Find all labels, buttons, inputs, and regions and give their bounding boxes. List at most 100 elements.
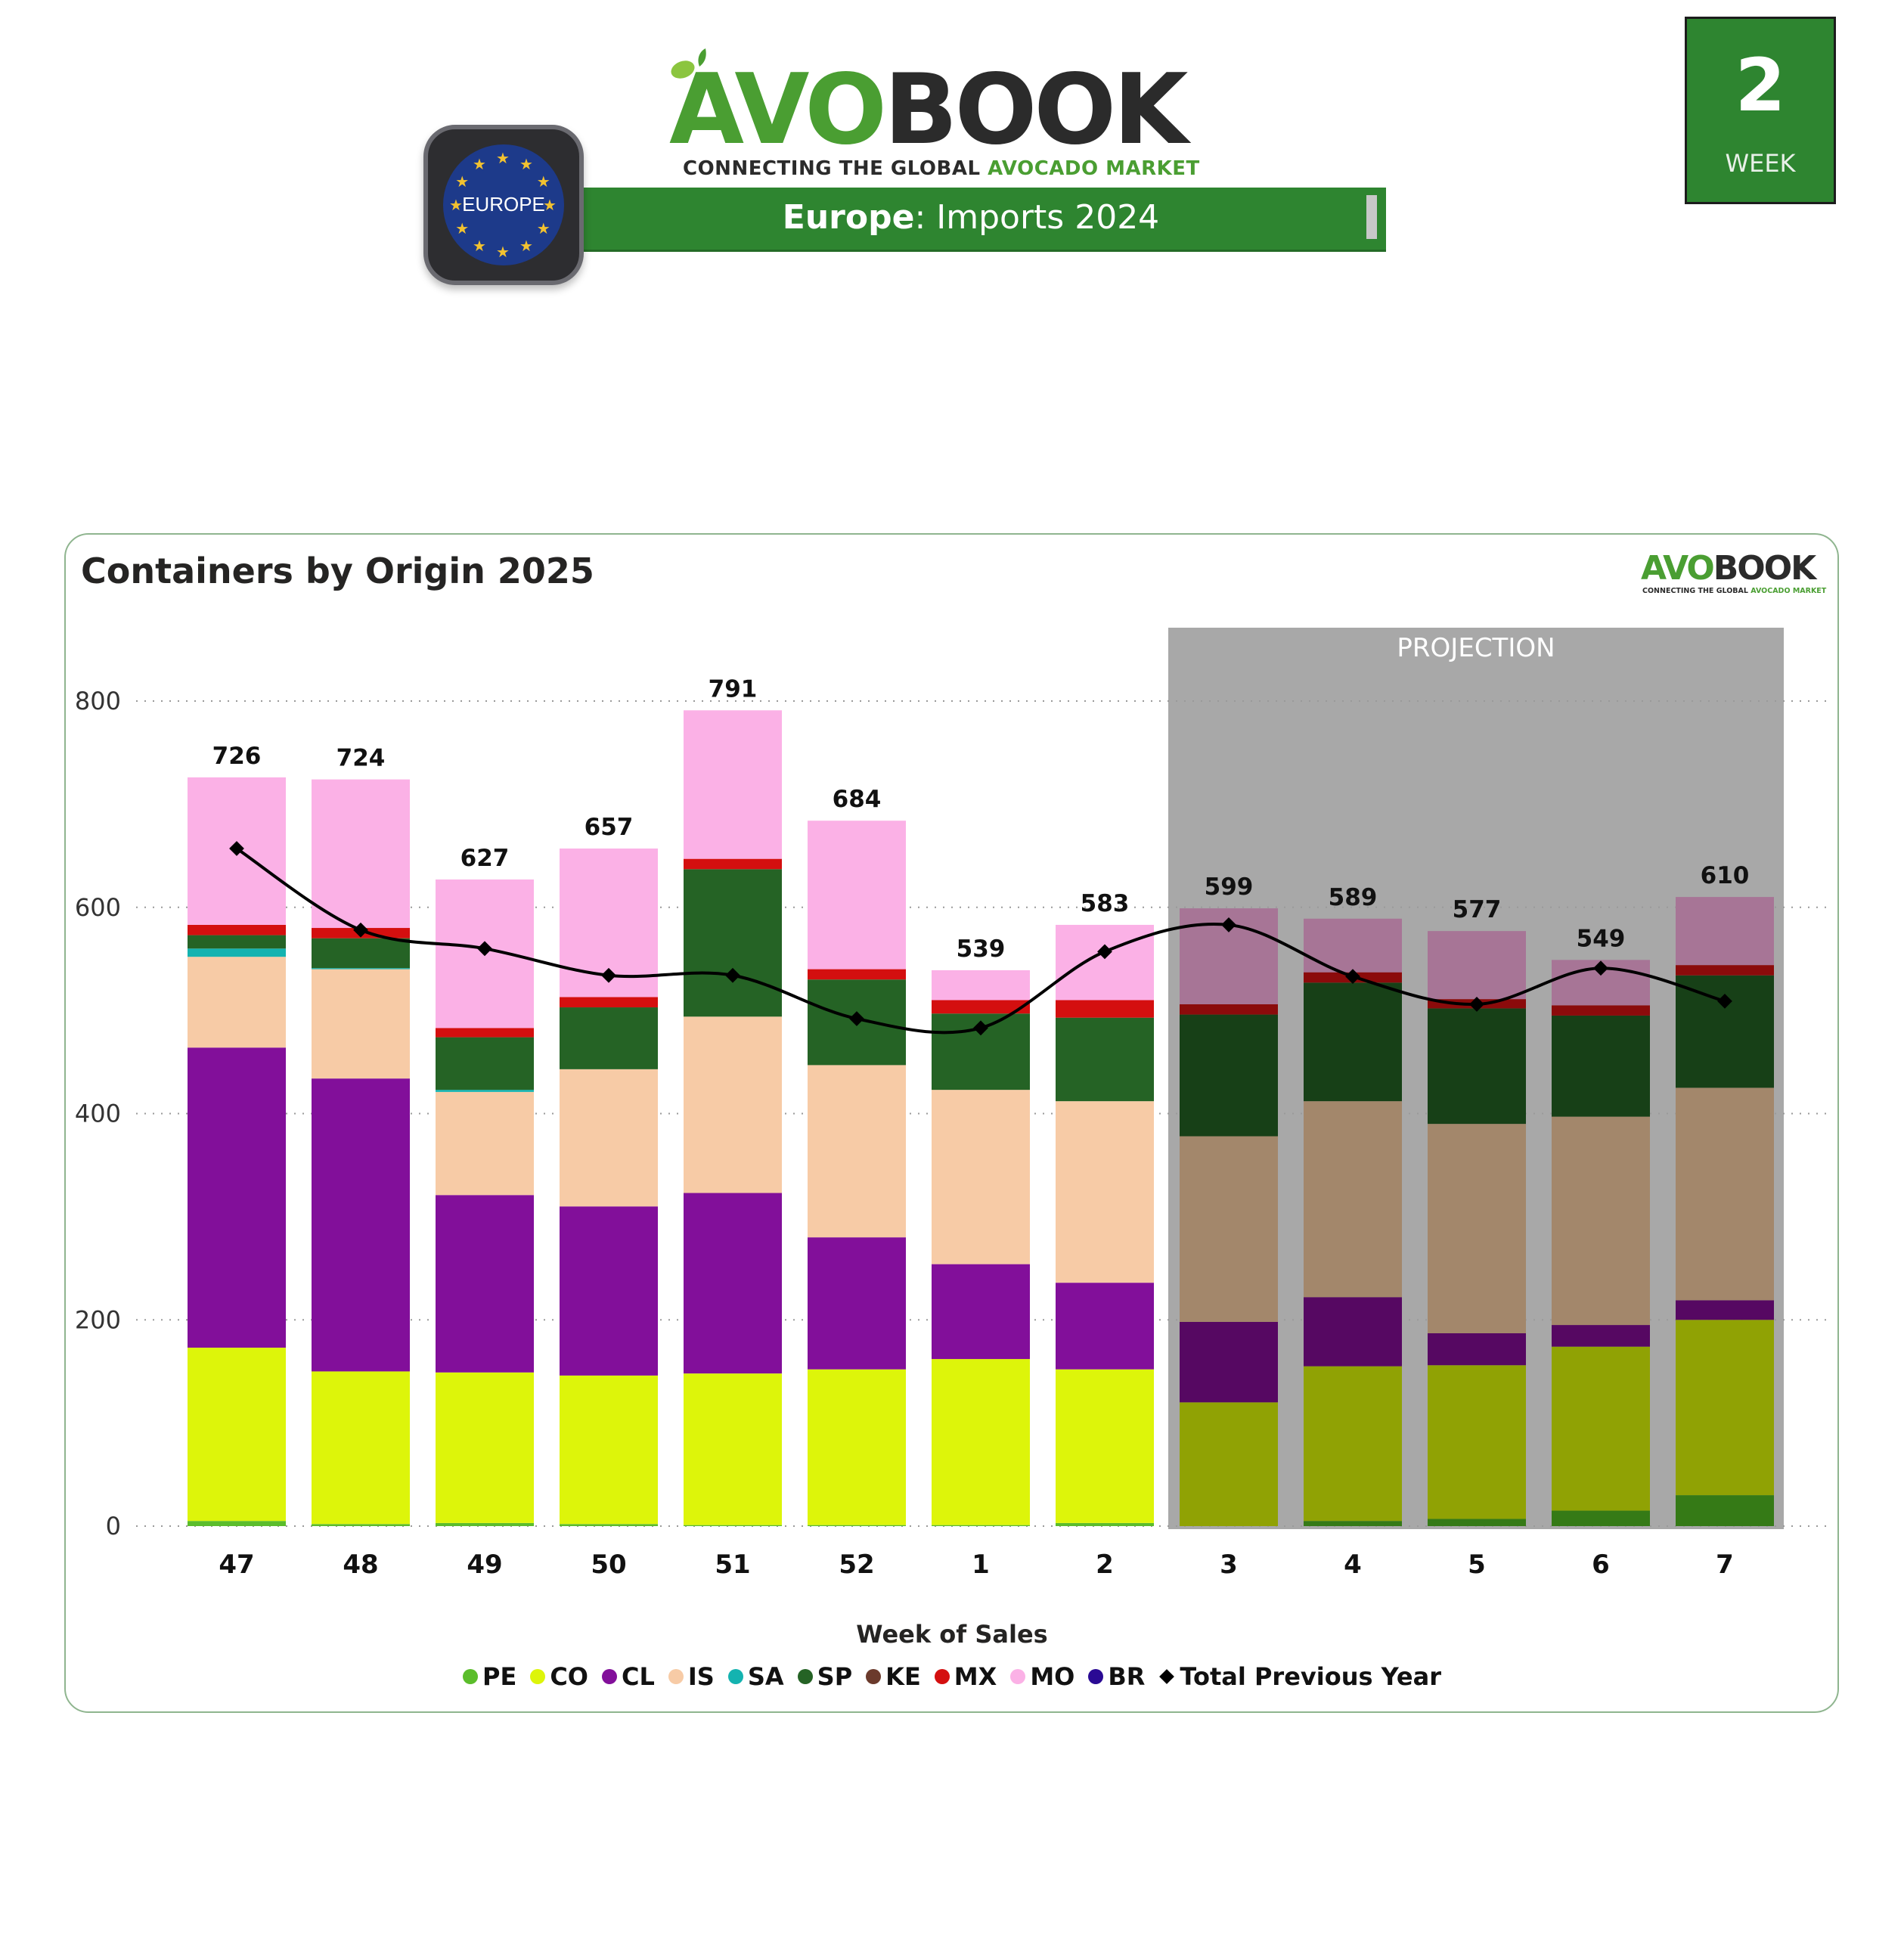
diamond-icon: [1159, 1669, 1175, 1684]
previous-year-marker: [477, 941, 492, 957]
bar-segment-co: [1428, 1365, 1526, 1519]
bar-segment-is: [188, 957, 286, 1048]
legend-item-total-previous-year[interactable]: Total Previous Year: [1158, 1662, 1441, 1691]
bar-segment-mx: [1552, 1005, 1650, 1016]
eu-star-icon: ★: [455, 219, 470, 237]
bar-segment-co: [808, 1369, 906, 1525]
bar-segment-mx: [188, 924, 286, 935]
legend-item-mx[interactable]: MX: [934, 1662, 997, 1691]
bar-segment-cl: [1180, 1321, 1278, 1403]
mini-tag-dark: CONNECTING THE GLOBAL: [1642, 587, 1751, 595]
legend-dot-icon: [602, 1669, 617, 1684]
legend-label: BR: [1108, 1662, 1146, 1691]
chart-title: Containers by Origin 2025: [81, 551, 594, 591]
bar-segment-is: [1676, 1087, 1774, 1301]
banner-title: Europe: Imports 2024: [556, 198, 1386, 237]
bar-segment-is: [1428, 1124, 1526, 1333]
bar-segment-sp: [1304, 982, 1402, 1102]
legend-item-br[interactable]: BR: [1088, 1662, 1145, 1691]
legend-item-cl[interactable]: CL: [602, 1662, 655, 1691]
legend-dot-icon: [727, 1669, 743, 1684]
bar-segment-pe: [1676, 1495, 1774, 1526]
bar-segment-mo: [1304, 918, 1402, 973]
bar-segment-is: [1552, 1116, 1650, 1326]
bar-segment-co: [932, 1359, 1030, 1525]
bar-segment-mx: [1056, 1000, 1154, 1018]
total-data-label: 724: [336, 745, 386, 772]
legend-item-mo[interactable]: MO: [1010, 1662, 1074, 1691]
total-data-label: 599: [1205, 873, 1254, 901]
badge-label: EUROPE: [462, 193, 545, 216]
bar-segment-co: [1304, 1366, 1402, 1522]
x-tick-label: 2: [1096, 1550, 1114, 1580]
bar-segment-co: [1552, 1346, 1650, 1511]
y-tick-label: 800: [75, 687, 121, 715]
bar-segment-pe: [1304, 1521, 1402, 1526]
total-data-label: 627: [460, 845, 510, 872]
x-axis-title: Week of Sales: [856, 1620, 1048, 1649]
bar-segment-mo: [1428, 931, 1526, 1000]
eu-star-icon: ★: [496, 243, 510, 261]
eu-star-icon: ★: [449, 196, 463, 214]
x-tick-label: 47: [219, 1550, 254, 1580]
legend-label: IS: [687, 1662, 715, 1691]
x-tick-label: 1: [972, 1550, 990, 1580]
x-tick-label: 4: [1344, 1550, 1362, 1580]
bar-segment-mx: [436, 1028, 534, 1038]
bar-segment-mo: [1056, 924, 1154, 1001]
bar-segment-cl: [560, 1206, 658, 1376]
previous-year-marker: [353, 922, 368, 938]
legend-item-co[interactable]: CO: [530, 1662, 588, 1691]
week-label: WEEK: [1725, 149, 1796, 178]
eu-star-icon: ★: [519, 155, 533, 174]
bar-segment-mo: [932, 970, 1030, 1001]
bar-segment-mx: [560, 997, 658, 1008]
bar-segment-sp: [560, 1007, 658, 1069]
logo-wordmark: AVOBOOK: [669, 62, 1188, 159]
europe-badge: EUROPE ★ ★ ★ ★ ★ ★ ★ ★ ★ ★ ★ ★: [423, 125, 584, 285]
bar-segment-sp: [1552, 1015, 1650, 1117]
avobook-logo: AVOBOOK CONNECTING THE GLOBAL AVOCADO MA…: [669, 47, 1221, 183]
projection-label: PROJECTION: [1397, 633, 1555, 663]
legend-item-is[interactable]: IS: [668, 1662, 715, 1691]
bar-segment-pe: [560, 1524, 658, 1526]
previous-year-marker: [1717, 993, 1732, 1009]
legend-label: Total Previous Year: [1180, 1662, 1441, 1691]
previous-year-marker: [1221, 917, 1236, 932]
bar-segment-sa: [436, 1090, 534, 1092]
legend-item-sp[interactable]: SP: [797, 1662, 852, 1691]
legend-item-pe[interactable]: PE: [463, 1662, 516, 1691]
logo-tagline: CONNECTING THE GLOBAL AVOCADO MARKET: [683, 157, 1200, 180]
bar-segment-sp: [1180, 1014, 1278, 1137]
bar-segment-cl: [1676, 1300, 1774, 1320]
legend-dot-icon: [797, 1669, 813, 1684]
y-tick-label: 200: [75, 1305, 121, 1334]
legend-dot-icon: [668, 1669, 684, 1684]
bar-segment-co: [1676, 1320, 1774, 1496]
tagline-dark: CONNECTING THE GLOBAL: [683, 157, 988, 180]
legend-label: CL: [622, 1662, 655, 1691]
x-tick-label: 48: [343, 1550, 378, 1580]
y-tick-label: 0: [106, 1512, 121, 1540]
mini-tag-green: AVOCADO MARKET: [1751, 587, 1827, 595]
bar-segment-sa: [188, 948, 286, 957]
bar-segment-mx: [684, 858, 782, 870]
eu-star-icon: ★: [473, 155, 486, 174]
total-data-label: 610: [1701, 862, 1750, 889]
legend-item-ke[interactable]: KE: [866, 1662, 921, 1691]
bar-segment-cl: [684, 1193, 782, 1374]
bar-segment-is: [932, 1090, 1030, 1264]
leaf-icon: [671, 48, 706, 79]
previous-year-marker: [601, 967, 616, 983]
x-tick-label: 6: [1592, 1550, 1610, 1580]
mini-logo-book: BOOK: [1713, 549, 1816, 588]
bar-segment-is: [312, 969, 410, 1079]
legend-item-sa[interactable]: SA: [727, 1662, 784, 1691]
x-tick-label: 7: [1716, 1550, 1734, 1580]
week-indicator: 2 WEEK: [1685, 17, 1836, 204]
bar-segment-mo: [312, 779, 410, 929]
bar-segment-co: [684, 1373, 782, 1525]
bar-segment-is: [1056, 1101, 1154, 1283]
tagline-green: AVOCADO MARKET: [988, 157, 1200, 180]
